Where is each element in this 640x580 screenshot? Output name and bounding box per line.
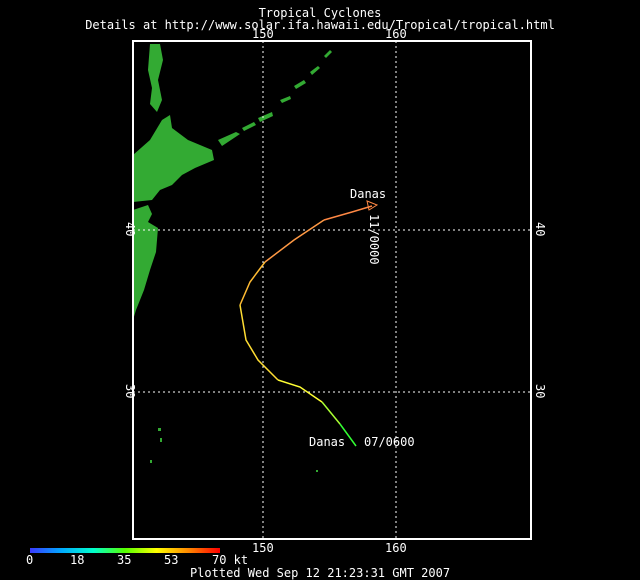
land-kuril-7 bbox=[324, 50, 332, 58]
map-frame bbox=[132, 40, 532, 540]
legend-label-53: 53 bbox=[164, 553, 179, 567]
legend-label-0: 0 bbox=[26, 553, 34, 567]
land-kuril-6 bbox=[310, 66, 320, 75]
lat-tick-40-right: 40 bbox=[533, 222, 547, 236]
land-kuril-3 bbox=[258, 112, 273, 122]
track-segment-1 bbox=[339, 423, 357, 447]
plotted-timestamp: Plotted Wed Sep 12 21:23:31 GMT 2007 bbox=[189, 566, 451, 580]
map-subtitle: Details at http://www.solar.ifa.hawaii.e… bbox=[85, 18, 555, 32]
land-kuril-2 bbox=[242, 122, 256, 131]
lat-tick-30-left: 30 bbox=[123, 384, 137, 398]
lon-tick-160-bottom: 160 bbox=[385, 541, 407, 555]
land-hokkaido bbox=[133, 115, 214, 202]
track-segment-4 bbox=[239, 304, 279, 381]
lat-tick-40-left: 40 bbox=[123, 222, 137, 236]
wind-speed-colorbar bbox=[30, 548, 220, 553]
land-islet-3 bbox=[150, 460, 152, 463]
track-segment-7 bbox=[323, 205, 373, 221]
track-segment-5 bbox=[239, 261, 266, 306]
storm-track-danas bbox=[239, 200, 379, 447]
track-segment-2 bbox=[321, 401, 341, 425]
land-sakhalin bbox=[148, 44, 163, 112]
storm-name-start: Danas bbox=[309, 435, 345, 449]
land-kuril-1 bbox=[218, 132, 240, 146]
land-islet-1 bbox=[158, 428, 161, 431]
track-arrowhead-icon bbox=[366, 200, 379, 211]
land-islet-4 bbox=[316, 470, 318, 472]
storm-name-end: Danas bbox=[350, 187, 386, 201]
land-kuril-4 bbox=[280, 96, 291, 103]
land-honshu bbox=[133, 205, 158, 320]
lon-tick-160-top: 160 bbox=[385, 27, 407, 41]
lon-tick-150-top: 150 bbox=[252, 27, 274, 41]
legend-label-18: 18 bbox=[70, 553, 85, 567]
land-islet-2 bbox=[160, 438, 162, 442]
lat-tick-30-right: 30 bbox=[533, 384, 547, 398]
map-title: Tropical Cyclones bbox=[258, 6, 382, 20]
graticule bbox=[133, 41, 531, 539]
track-segment-6 bbox=[264, 219, 325, 263]
lon-tick-150-bottom: 150 bbox=[252, 541, 274, 555]
legend-label-35: 35 bbox=[117, 553, 132, 567]
land-masses bbox=[133, 44, 332, 472]
track-segment-3 bbox=[277, 379, 323, 403]
storm-end-time: 11/0000 bbox=[367, 214, 381, 265]
storm-start-time: 07/0600 bbox=[364, 435, 415, 449]
legend-label-70kt: 70 kt bbox=[212, 553, 249, 567]
land-kuril-5 bbox=[294, 80, 306, 89]
